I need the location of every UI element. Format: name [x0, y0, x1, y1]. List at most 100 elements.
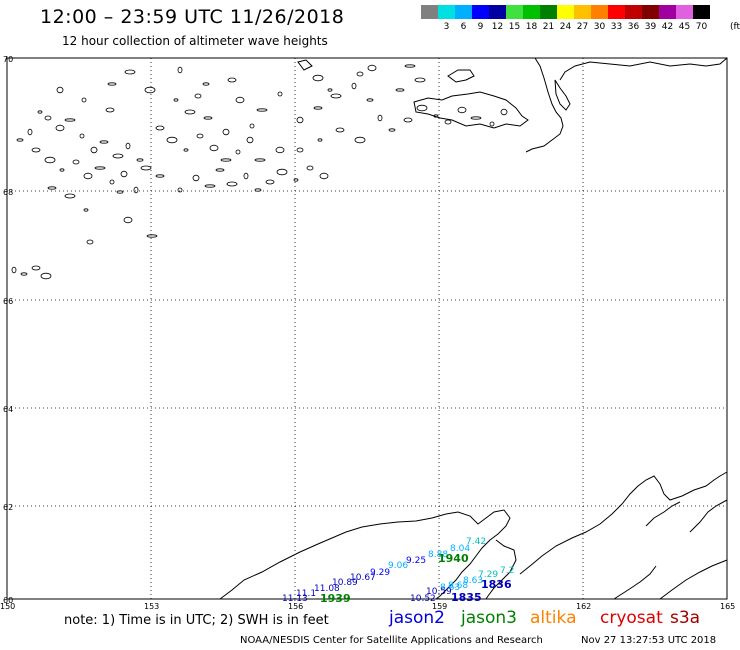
satellite-altika: altika: [530, 608, 577, 628]
track-time: 1940: [438, 552, 469, 565]
legend-swatch: [659, 5, 676, 19]
ice-contour: [27, 128, 33, 136]
lat-label: 62: [3, 503, 13, 512]
ice-contour: [20, 272, 28, 276]
legend-entry: 21: [540, 5, 557, 32]
ice-contour: [275, 146, 285, 154]
ice-contour: [194, 93, 202, 99]
ice-contour: [354, 136, 366, 144]
map-subtitle: 12 hour collection of altimeter wave hei…: [62, 34, 328, 48]
ice-contour: [79, 133, 85, 139]
legend-label: 18: [525, 22, 538, 32]
legend-label: 21: [542, 22, 555, 32]
ice-contour: [124, 69, 136, 75]
legend-swatch: [506, 5, 523, 19]
ice-contour: [395, 88, 405, 92]
legend-entry: 9: [472, 5, 489, 32]
legend-swatch: [676, 5, 693, 19]
satellite-jason2: jason2: [389, 608, 445, 628]
ice-contour: [202, 82, 210, 86]
swh-value: 10.89: [332, 578, 358, 588]
ice-contour: [146, 234, 158, 238]
satellite-jason3: jason3: [461, 608, 517, 628]
legend-entry: [421, 5, 438, 32]
ice-contour: [44, 156, 56, 164]
ice-contour: [83, 208, 89, 212]
ice-contour: [256, 108, 268, 112]
ice-contour: [107, 82, 117, 86]
legend-entry: 3: [438, 5, 455, 32]
ice-contour: [367, 64, 377, 72]
north-coastline: [297, 57, 728, 153]
ice-contour: [414, 77, 426, 83]
ice-contour: [16, 138, 24, 142]
legend-label: 15: [508, 22, 521, 32]
ice-contour: [444, 119, 452, 125]
swh-value: 11.1: [296, 589, 316, 599]
sea-ice-contours: [11, 64, 508, 280]
legend-label: 33: [610, 22, 623, 32]
ice-contour: [265, 179, 275, 185]
ice-contour: [377, 114, 383, 122]
legend-swatch: [642, 5, 659, 19]
ice-contour: [220, 158, 232, 162]
generated-timestamp: Nov 27 13:27:53 UTC 2018: [581, 635, 717, 646]
legend-entry: 30: [591, 5, 608, 32]
swh-value: 10.52: [410, 594, 436, 604]
legend-entry: 27: [574, 5, 591, 32]
legend-swatch: [489, 5, 506, 19]
ice-contour: [433, 114, 439, 118]
legend-label: 36: [627, 22, 640, 32]
credit-text: NOAA/NESDIS Center for Satellite Applica…: [240, 635, 543, 646]
ice-contour: [31, 147, 41, 153]
ice-contour: [136, 158, 144, 162]
ice-contour: [351, 82, 357, 90]
ice-contour: [99, 140, 109, 144]
ice-contour: [56, 86, 64, 94]
legend-swatch: [455, 5, 472, 19]
swh-value: 11.13: [282, 594, 308, 604]
ice-contour: [72, 159, 80, 165]
ice-contour: [183, 148, 189, 152]
ice-contour: [489, 121, 495, 127]
map-title: 12:00 – 23:59 UTC 11/26/2018: [40, 6, 345, 28]
legend-swatch: [540, 5, 557, 19]
ice-contour: [319, 172, 329, 180]
legend-label: 9: [477, 22, 484, 32]
ice-contour: [330, 93, 342, 99]
lon-label: 159: [432, 602, 447, 611]
lon-label: 150: [0, 602, 15, 611]
swh-value: 8.63: [440, 583, 460, 593]
legend-entry: 45: [676, 5, 693, 32]
ice-contour: [222, 128, 230, 136]
legend-entry: 24: [557, 5, 574, 32]
ice-contour: [177, 66, 183, 74]
ice-contour: [166, 136, 178, 144]
ice-contour: [155, 174, 165, 178]
ice-contour: [86, 239, 94, 245]
ice-contour: [249, 123, 255, 129]
south-coastline: [219, 471, 728, 600]
ice-contour: [227, 77, 237, 83]
ice-contour: [44, 115, 52, 121]
ice-contour: [276, 168, 288, 176]
altimeter-tracks: 7.428.048.889.259.069.2910.67194010.8911…: [282, 537, 514, 605]
ice-contour: [277, 91, 283, 97]
legend-label: 12: [491, 22, 504, 32]
map-frame: [6, 57, 728, 600]
ice-contour: [312, 74, 324, 82]
lat-label: 70: [3, 55, 13, 64]
lon-label: 156: [288, 602, 303, 611]
ice-contour: [123, 216, 133, 224]
swh-value: 8.68: [448, 581, 468, 591]
ice-contour: [64, 193, 76, 199]
ice-contour: [388, 128, 396, 132]
ice-contour: [215, 168, 225, 172]
ice-contour: [11, 266, 17, 274]
lat-label: 66: [3, 297, 13, 306]
legend-entry: 33: [608, 5, 625, 32]
ice-contour: [94, 166, 106, 170]
swh-value: 10.67: [350, 573, 376, 583]
legend-label: 42: [661, 22, 674, 32]
